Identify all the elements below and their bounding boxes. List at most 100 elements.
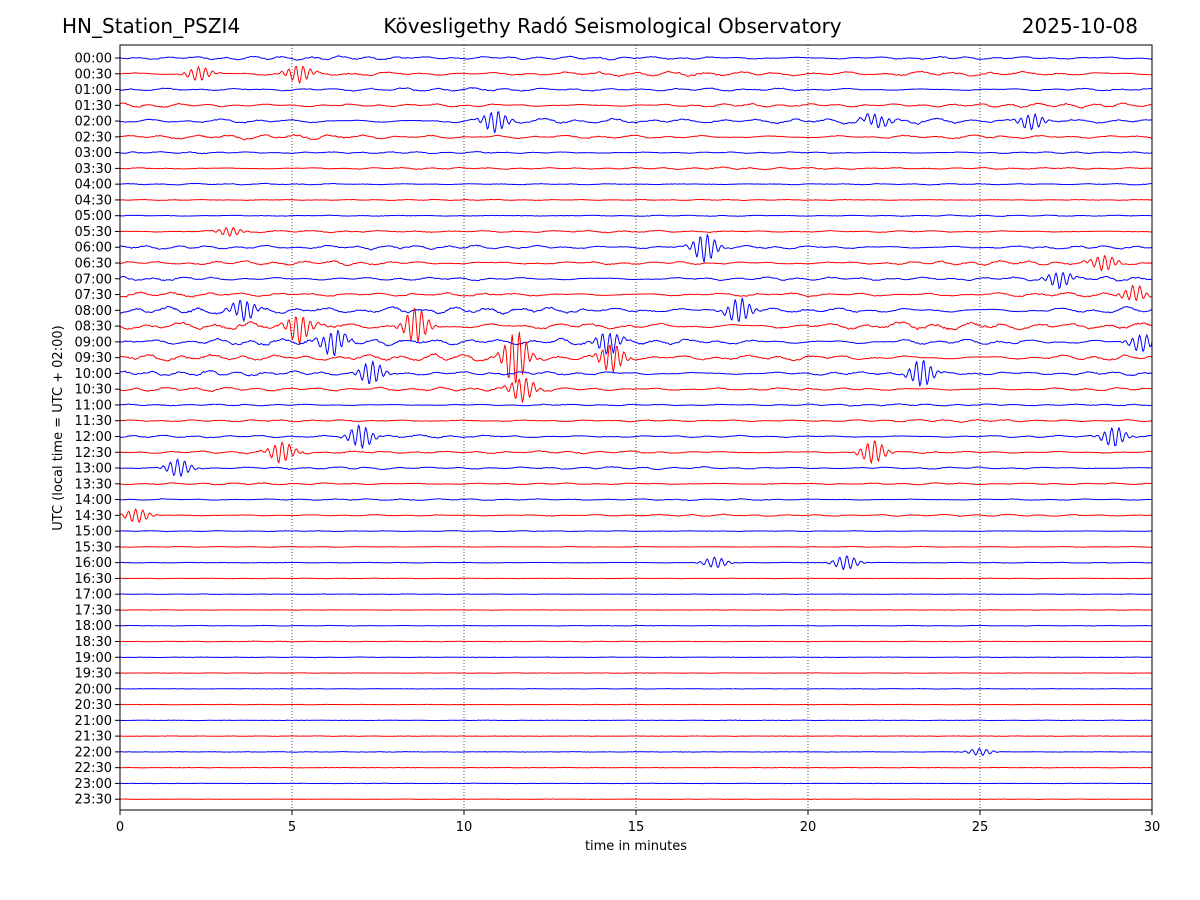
x-tick-label: 25 bbox=[972, 820, 989, 835]
row-label: 08:00 bbox=[75, 304, 112, 319]
row-label: 22:00 bbox=[75, 745, 112, 760]
trace-1400 bbox=[119, 498, 1153, 502]
trace-0800 bbox=[119, 297, 1153, 322]
trace-1630 bbox=[119, 577, 1153, 580]
x-tick-label: 15 bbox=[628, 820, 645, 835]
row-label: 11:30 bbox=[75, 414, 112, 429]
trace-0230 bbox=[119, 134, 1153, 141]
row-label: 09:00 bbox=[75, 335, 112, 350]
trace-2130 bbox=[119, 735, 1153, 737]
row-label: 17:30 bbox=[75, 603, 112, 618]
row-label: 11:00 bbox=[75, 398, 112, 413]
trace-1330 bbox=[119, 482, 1152, 486]
x-tick-label: 10 bbox=[456, 820, 473, 835]
x-axis: 0 5 10 15 20 25 30 bbox=[116, 810, 1160, 835]
row-label: 00:00 bbox=[75, 52, 112, 67]
trace-1430 bbox=[119, 508, 1153, 523]
trace-0500 bbox=[119, 214, 1153, 218]
trace-1530 bbox=[119, 545, 1153, 548]
row-label: 10:00 bbox=[75, 367, 112, 382]
trace-0930 bbox=[119, 331, 1153, 384]
trace-2000 bbox=[119, 687, 1153, 690]
row-label: 21:00 bbox=[75, 714, 112, 729]
row-label: 00:30 bbox=[75, 67, 112, 82]
trace-2230 bbox=[119, 766, 1153, 769]
trace-1300 bbox=[120, 458, 1153, 477]
row-label: 03:00 bbox=[75, 146, 112, 161]
trace-0300 bbox=[119, 151, 1153, 155]
row-label: 06:00 bbox=[75, 241, 112, 256]
trace-0000 bbox=[119, 55, 1153, 61]
row-label: 12:30 bbox=[75, 446, 112, 461]
trace-0900 bbox=[119, 329, 1153, 357]
row-label: 20:00 bbox=[75, 682, 112, 697]
row-label: 02:00 bbox=[75, 115, 112, 130]
trace-0330 bbox=[119, 166, 1153, 171]
trace-0530 bbox=[119, 227, 1153, 237]
trace-1900 bbox=[119, 656, 1153, 659]
trace-0130 bbox=[119, 102, 1153, 109]
row-label: 13:30 bbox=[75, 477, 112, 492]
row-label: 01:00 bbox=[75, 83, 112, 98]
row-label: 01:30 bbox=[75, 99, 112, 114]
row-label: 18:00 bbox=[75, 619, 112, 634]
row-label: 19:00 bbox=[75, 651, 112, 666]
row-label: 15:30 bbox=[75, 540, 112, 555]
row-label: 08:30 bbox=[75, 320, 112, 335]
row-label: 04:30 bbox=[75, 193, 112, 208]
row-label: 07:30 bbox=[75, 288, 112, 303]
row-label: 09:30 bbox=[75, 351, 112, 366]
trace-1030 bbox=[119, 377, 1153, 403]
row-label: 04:00 bbox=[75, 178, 112, 193]
trace-1800 bbox=[119, 624, 1153, 627]
row-label: 10:30 bbox=[75, 383, 112, 398]
grid-layer bbox=[291, 45, 981, 810]
trace-0030 bbox=[119, 65, 1152, 84]
row-label: 12:00 bbox=[75, 430, 112, 445]
trace-2300 bbox=[119, 782, 1152, 785]
trace-0630 bbox=[119, 255, 1153, 272]
row-label: 07:00 bbox=[75, 272, 112, 287]
trace-0430 bbox=[119, 198, 1153, 202]
trace-1200 bbox=[119, 424, 1153, 449]
row-label: 17:00 bbox=[75, 588, 112, 603]
row-label: 23:30 bbox=[75, 793, 112, 808]
trace-2030 bbox=[119, 703, 1153, 706]
x-axis-label: time in minutes bbox=[585, 839, 687, 854]
trace-0730 bbox=[119, 284, 1153, 301]
station-name: HN_Station_PSZI4 bbox=[62, 14, 241, 38]
row-label: 21:30 bbox=[75, 730, 112, 745]
trace-1700 bbox=[119, 593, 1153, 596]
row-label: 03:30 bbox=[75, 162, 112, 177]
trace-layer bbox=[119, 55, 1153, 800]
trace-1830 bbox=[119, 640, 1153, 643]
trace-2100 bbox=[119, 719, 1153, 722]
trace-1000 bbox=[119, 359, 1153, 387]
trace-1100 bbox=[119, 403, 1153, 407]
trace-1230 bbox=[119, 440, 1153, 464]
trace-1600 bbox=[119, 555, 1153, 571]
row-label: 19:30 bbox=[75, 667, 112, 682]
chart-title: Kövesligethy Radó Seismological Observat… bbox=[383, 14, 842, 38]
x-tick-label: 5 bbox=[288, 820, 296, 835]
x-tick-label: 0 bbox=[116, 820, 124, 835]
row-label: 05:00 bbox=[75, 209, 112, 224]
row-label: 02:30 bbox=[75, 130, 112, 145]
y-axis-label: UTC (local time = UTC + 02:00) bbox=[51, 325, 66, 530]
trace-0600 bbox=[119, 234, 1153, 263]
row-label: 18:30 bbox=[75, 635, 112, 650]
trace-1500 bbox=[119, 530, 1153, 533]
trace-2330 bbox=[119, 798, 1153, 800]
trace-1730 bbox=[119, 609, 1153, 611]
row-label: 13:00 bbox=[75, 462, 112, 477]
row-label: 20:30 bbox=[75, 698, 112, 713]
x-tick-label: 20 bbox=[800, 820, 817, 835]
trace-1130 bbox=[119, 418, 1153, 423]
row-label: 15:00 bbox=[75, 525, 112, 540]
row-label: 16:00 bbox=[75, 556, 112, 571]
row-label: 14:30 bbox=[75, 509, 112, 524]
trace-1930 bbox=[119, 672, 1153, 674]
trace-0200 bbox=[119, 111, 1153, 134]
trace-2200 bbox=[119, 748, 1153, 757]
